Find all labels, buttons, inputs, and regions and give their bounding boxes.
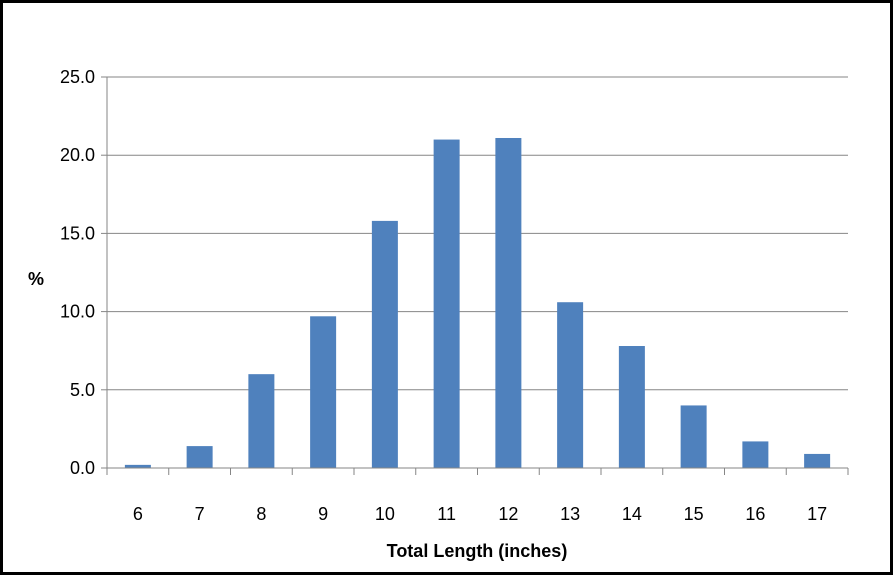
y-tick-label: 10.0 xyxy=(60,302,95,322)
bar-16 xyxy=(742,441,769,468)
x-tick-label: 10 xyxy=(375,504,395,524)
bar-11 xyxy=(433,139,460,468)
x-tick-label: 8 xyxy=(256,504,266,524)
bar-12 xyxy=(495,137,522,468)
bar-10 xyxy=(371,220,398,468)
x-tick-label: 13 xyxy=(560,504,580,524)
y-tick-label: 25.0 xyxy=(60,67,95,87)
tick-labels: 0.0 5.0 10.0 15.0 20.0 25.0 6 7 8 9 10 11 12 13 14 15 16… xyxy=(60,67,827,524)
x-tick-label: 9 xyxy=(318,504,328,524)
gridlines xyxy=(107,76,848,391)
bar-6 xyxy=(124,464,151,468)
x-tick-label: 16 xyxy=(745,504,765,524)
axes xyxy=(101,76,849,475)
bar-7 xyxy=(186,446,213,468)
x-tick-label: 14 xyxy=(622,504,642,524)
y-tick-label: 5.0 xyxy=(70,380,95,400)
x-tick-label: 17 xyxy=(807,504,827,524)
bar-8 xyxy=(248,374,275,468)
x-axis-title: Total Length (inches) xyxy=(387,541,568,561)
bars xyxy=(124,137,831,468)
bar-14 xyxy=(618,346,645,468)
x-tick-label: 7 xyxy=(195,504,205,524)
y-tick-label: 15.0 xyxy=(60,223,95,243)
bar-17 xyxy=(804,453,831,468)
bar-15 xyxy=(680,405,707,468)
x-tick-label: 11 xyxy=(437,504,456,524)
x-tick-label: 6 xyxy=(133,504,143,524)
y-tick-label: 20.0 xyxy=(60,145,95,165)
bar-13 xyxy=(557,302,584,468)
y-axis-title: % xyxy=(28,269,44,289)
y-tick-label: 0.0 xyxy=(70,458,95,478)
bar-9 xyxy=(310,316,337,468)
x-tick-label: 12 xyxy=(498,504,518,524)
x-tick-label: 15 xyxy=(684,504,704,524)
